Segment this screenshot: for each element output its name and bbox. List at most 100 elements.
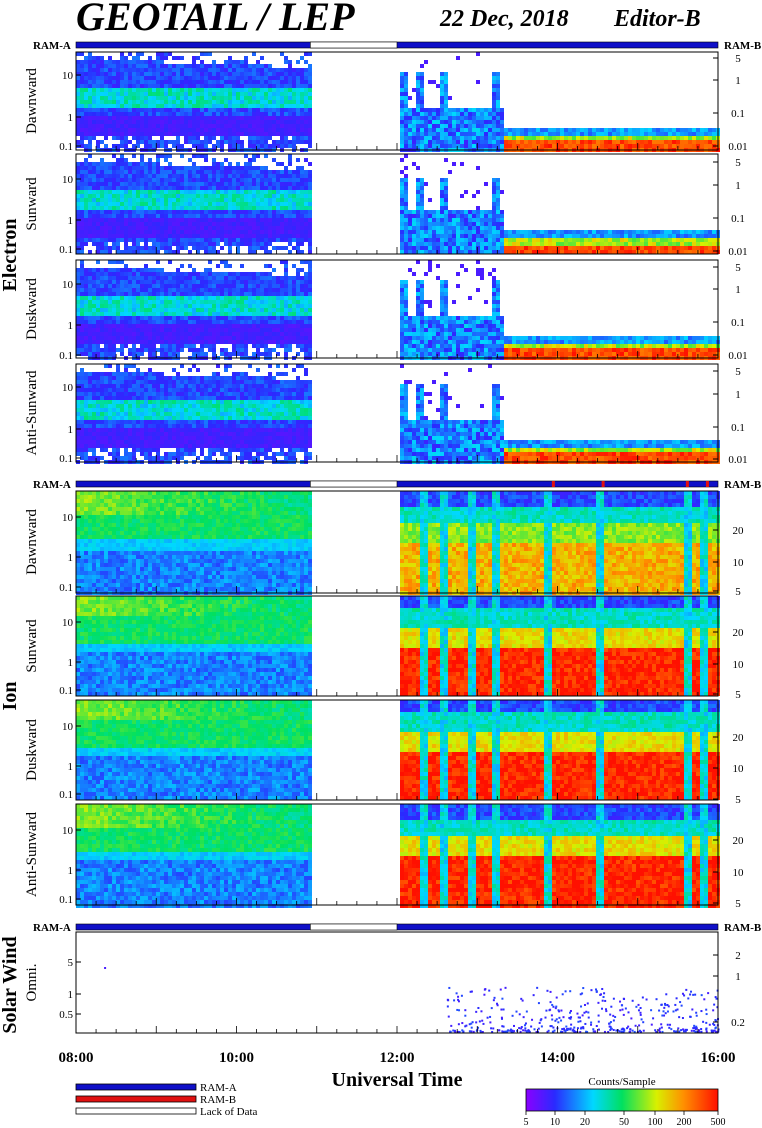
spectrogram-cells [76, 700, 720, 800]
right-tick-label: 5 [735, 898, 741, 910]
right-tick-label: 0.1 [731, 213, 745, 225]
x-axis-title: Universal Time [332, 1069, 463, 1091]
spectrogram-panel: Duskward 10 1 0.1 5 1 0.1 0.01 [24, 259, 748, 362]
left-tick-label: 1 [68, 424, 74, 436]
right-tick-label: 0.01 [728, 454, 747, 466]
panel-label: Sunward [24, 177, 40, 231]
right-tick-label: 5 [735, 689, 741, 701]
spectrogram-panel: Omni. 5 1 0.5 2 1 0.2 [24, 931, 745, 1034]
left-tick-label: 0.1 [59, 453, 73, 465]
right-tick-label: 20 [733, 627, 745, 639]
panel-label: Omni. [24, 964, 40, 1002]
right-tick-label: 5 [735, 366, 741, 378]
x-tick-label: 08:00 [59, 1050, 94, 1066]
left-tick-label: 0.5 [59, 1009, 73, 1021]
right-tick-label: 5 [735, 157, 741, 169]
colorbar-tick-label: 500 [711, 1117, 726, 1128]
left-tick-label: 1 [68, 865, 74, 877]
panels-group: Dawnward 10 1 0.1 5 1 0.1 0.01 Sunward 10 1 0.1 5 1 0.… [24, 51, 748, 1034]
spectrogram-cells [76, 596, 720, 696]
section-electron-label: Electron [0, 219, 21, 292]
right-tick-label: 2 [735, 950, 741, 962]
right-tick-label: 1 [735, 971, 741, 983]
spectrogram-panel: Anti-Sunward 10 1 0.1 20 10 5 [24, 803, 745, 910]
right-tick-label: 20 [733, 732, 745, 744]
spectrogram-panel: Dawnward 10 1 0.1 20 10 5 [24, 490, 745, 598]
left-tick-label: 0.1 [59, 350, 73, 362]
colorbar-tick-label: 5 [524, 1117, 529, 1128]
panel-label: Dawnward [24, 509, 40, 575]
right-tick-label: 5 [735, 794, 741, 806]
status-left-label: RAM-A [33, 479, 71, 491]
right-tick-label: 10 [733, 867, 745, 879]
right-tick-label: 20 [733, 835, 745, 847]
left-tick-label: 0.1 [59, 582, 73, 594]
panel-label: Anti-Sunward [24, 812, 40, 897]
right-tick-label: 0.2 [731, 1017, 745, 1029]
right-tick-label: 20 [733, 525, 745, 537]
colorbar-tick-label: 10 [550, 1117, 560, 1128]
colorbar-tick-label: 20 [580, 1117, 590, 1128]
left-tick-label: 0.1 [59, 789, 73, 801]
legend-swatch-ram-b [75, 1095, 197, 1103]
left-tick-label: 1 [68, 215, 74, 227]
spectrogram-cells [76, 804, 720, 908]
right-tick-label: 5 [735, 262, 741, 274]
spectrogram-panel: Dawnward 10 1 0.1 5 1 0.1 0.01 [24, 51, 748, 153]
status-bars-group: RAM-A RAM-B RAM-A RAM-B RAM-A RAM-B [33, 40, 762, 934]
x-axis-group: 08:00 10:00 12:00 14:00 16:00 [59, 1050, 736, 1066]
spectrogram-cells [104, 967, 720, 1033]
left-tick-label: 0.1 [59, 685, 73, 697]
legend-label-lack: Lack of Data [200, 1106, 258, 1118]
spectrogram-panel: Sunward 10 1 0.1 20 10 5 [24, 595, 745, 701]
spectrogram-panel: Duskward 10 1 0.1 20 10 5 [24, 699, 745, 806]
left-tick-label: 1 [68, 761, 74, 773]
status-legend: RAM-A RAM-B Lack of Data [75, 1082, 258, 1118]
colorbar-title: Counts/Sample [588, 1076, 655, 1088]
status-left-label: RAM-A [33, 40, 71, 52]
panel-label: Duskward [24, 278, 40, 340]
colorbar-tick-label: 200 [677, 1117, 692, 1128]
right-tick-label: 1 [735, 180, 741, 192]
left-tick-label: 1 [68, 552, 74, 564]
right-tick-label: 10 [733, 659, 745, 671]
color-bar: Counts/Sample 5 10 20 50 100 200 500 [524, 1076, 726, 1128]
x-tick-label: 14:00 [540, 1050, 575, 1066]
right-tick-label: 5 [735, 586, 741, 598]
right-tick-label: 0.1 [731, 422, 745, 434]
spectrogram-panel: Sunward 10 1 0.1 5 1 0.1 0.01 [24, 153, 748, 258]
left-tick-label: 10 [62, 721, 74, 733]
left-tick-label: 10 [62, 174, 74, 186]
legend-swatch-lack [75, 1107, 197, 1115]
left-tick-label: 10 [62, 617, 74, 629]
right-tick-label: 0.01 [728, 246, 747, 258]
right-tick-label: 10 [733, 763, 745, 775]
spectrogram-panel: Anti-Sunward 10 1 0.1 5 1 0.1 0.01 [24, 363, 748, 466]
section-solarwind-label: Solar Wind [0, 936, 21, 1033]
right-tick-label: 0.1 [731, 317, 745, 329]
section-ion-label: Ion [0, 682, 21, 711]
left-tick-label: 1 [68, 320, 74, 332]
right-tick-label: 1 [735, 75, 741, 87]
right-tick-label: 0.1 [731, 108, 745, 120]
left-tick-label: 1 [68, 112, 74, 124]
panel-label: Dawnward [24, 68, 40, 134]
colorbar-tick-label: 100 [648, 1117, 663, 1128]
x-tick-label: 12:00 [380, 1050, 415, 1066]
status-right-label: RAM-B [724, 40, 762, 52]
spectrogram-cells [76, 154, 720, 254]
left-tick-label: 10 [62, 70, 74, 82]
chart-date: 22 Dec, 2018 [439, 6, 569, 32]
right-tick-label: 1 [735, 389, 741, 401]
status-right-label: RAM-B [724, 479, 762, 491]
colorbar-gradient [525, 1088, 719, 1112]
left-tick-label: 1 [68, 989, 74, 1001]
status-left-label: RAM-A [33, 922, 71, 934]
status-right-label: RAM-B [724, 922, 762, 934]
status-bar: RAM-A RAM-B [33, 40, 762, 52]
right-tick-label: 5 [735, 53, 741, 65]
left-tick-label: 10 [62, 825, 74, 837]
left-tick-label: 10 [62, 512, 74, 524]
right-tick-label: 0.01 [728, 350, 747, 362]
